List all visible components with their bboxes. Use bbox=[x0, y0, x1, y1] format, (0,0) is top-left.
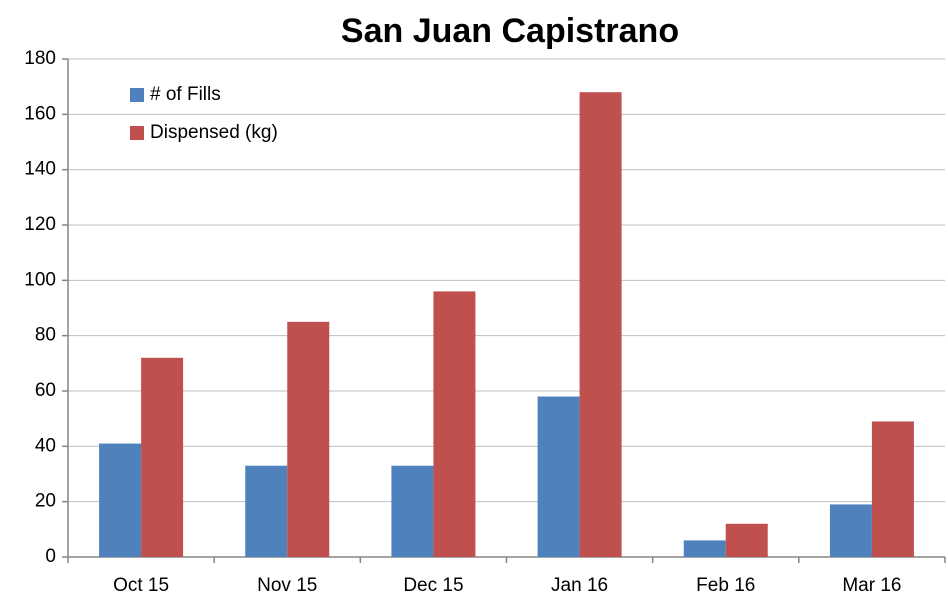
x-tick-label: Mar 16 bbox=[842, 575, 901, 596]
y-tick-label: 140 bbox=[24, 159, 56, 180]
y-tick-label: 120 bbox=[24, 214, 56, 235]
legend-label: # of Fills bbox=[150, 84, 221, 105]
y-tick-label: 180 bbox=[24, 48, 56, 69]
bar bbox=[287, 321, 330, 557]
y-tick-label: 160 bbox=[24, 103, 56, 124]
y-tick-label: 20 bbox=[35, 491, 56, 512]
x-tick-label: Nov 15 bbox=[257, 575, 317, 596]
y-tick-label: 100 bbox=[24, 269, 56, 290]
bar bbox=[141, 357, 184, 557]
bar bbox=[871, 421, 914, 557]
bar bbox=[725, 523, 768, 557]
legend-swatch bbox=[130, 88, 144, 102]
x-tick-label: Jan 16 bbox=[551, 575, 608, 596]
chart-title: San Juan Capistrano bbox=[341, 12, 679, 50]
legend-swatch bbox=[130, 126, 144, 140]
bar bbox=[99, 443, 142, 557]
y-tick-label: 40 bbox=[35, 435, 56, 456]
bar bbox=[537, 396, 580, 557]
x-tick-label: Oct 15 bbox=[113, 575, 169, 596]
legend-label: Dispensed (kg) bbox=[150, 122, 278, 143]
y-tick-label: 60 bbox=[35, 380, 56, 401]
bar bbox=[579, 92, 622, 557]
y-tick-label: 80 bbox=[35, 325, 56, 346]
bar bbox=[391, 465, 434, 557]
bar bbox=[683, 540, 726, 557]
bar bbox=[829, 504, 872, 557]
bar bbox=[245, 465, 288, 557]
x-tick-label: Dec 15 bbox=[403, 575, 463, 596]
bar bbox=[433, 291, 476, 557]
x-tick-label: Feb 16 bbox=[696, 575, 755, 596]
y-tick-label: 0 bbox=[45, 546, 56, 567]
